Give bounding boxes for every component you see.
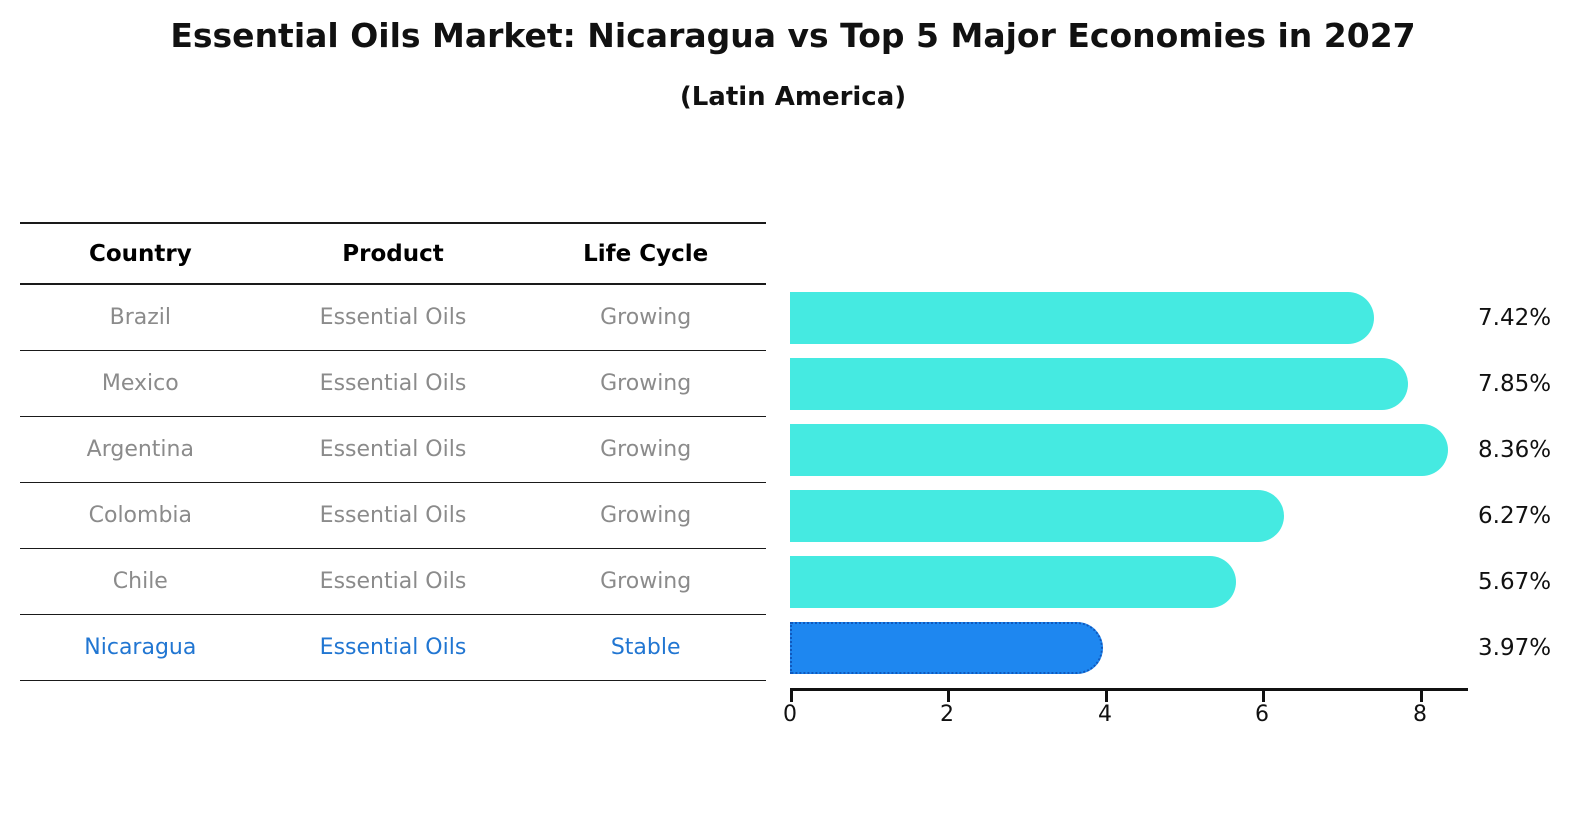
bar-value-label: 3.97% <box>1478 635 1552 661</box>
bar-brazil <box>790 292 1374 344</box>
x-axis-tick-mark <box>790 691 793 702</box>
table-cell-life_cycle: Growing <box>600 305 692 330</box>
bar-argentina <box>790 424 1448 476</box>
table-cell-life_cycle: Stable <box>610 635 681 660</box>
bar-nicaragua <box>790 622 1103 674</box>
bar-value-label: 7.85% <box>1478 371 1552 397</box>
table-cell-life_cycle: Growing <box>600 569 692 594</box>
column-header-product: Product <box>342 240 444 267</box>
table-cell-product: Essential Oils <box>319 437 467 462</box>
bar-value-label: 6.27% <box>1478 503 1552 529</box>
x-axis-tick-label: 0 <box>783 702 797 727</box>
table-cell-life_cycle: Growing <box>600 437 692 462</box>
x-axis-tick-label: 8 <box>1413 702 1427 727</box>
table-cell-country: Argentina <box>86 437 194 462</box>
x-axis-tick-label: 4 <box>1098 702 1112 727</box>
table-row: Mexico Essential Oils Growing <box>20 351 766 417</box>
bar-colombia <box>790 490 1284 542</box>
table-cell-country: Chile <box>112 569 168 594</box>
table-cell-product: Essential Oils <box>319 305 467 330</box>
table-cell-life_cycle: Growing <box>600 503 692 528</box>
table-cell-product: Essential Oils <box>319 569 467 594</box>
country-table: Country Product Life Cycle Brazil Essenti… <box>20 222 766 681</box>
table-cell-country: Brazil <box>109 305 172 330</box>
x-axis-tick-mark <box>947 691 950 702</box>
table-row: Colombia Essential Oils Growing <box>20 483 766 549</box>
table-cell-country: Mexico <box>101 371 179 396</box>
x-axis-tick-mark <box>1105 691 1108 702</box>
bar-value-label: 8.36% <box>1478 437 1552 463</box>
x-axis-tick-mark <box>1262 691 1265 702</box>
bar-chart <box>790 285 1467 681</box>
table-cell-country: Colombia <box>88 503 193 528</box>
column-header-lifecycle: Life Cycle <box>583 240 709 267</box>
table-cell-product: Essential Oils <box>319 635 467 660</box>
bar-value-label: 7.42% <box>1478 305 1552 331</box>
x-axis-tick-label: 6 <box>1255 702 1269 727</box>
table-row: Argentina Essential Oils Growing <box>20 417 766 483</box>
table-cell-product: Essential Oils <box>319 503 467 528</box>
table-row: Chile Essential Oils Growing <box>20 549 766 615</box>
column-header-country: Country <box>88 240 192 267</box>
table-cell-life_cycle: Growing <box>600 371 692 396</box>
bar-mexico <box>790 358 1408 410</box>
chart-title: Essential Oils Market: Nicaragua vs Top … <box>170 16 1416 55</box>
x-axis-tick-mark <box>1420 691 1423 702</box>
bar-chile <box>790 556 1236 608</box>
table-cell-country: Nicaragua <box>84 635 197 660</box>
x-axis-spine <box>790 688 1468 691</box>
bar-value-label: 5.67% <box>1478 569 1552 595</box>
table-row: Brazil Essential Oils Growing <box>20 285 766 351</box>
table-header-row: Country Product Life Cycle <box>20 222 766 285</box>
table-cell-product: Essential Oils <box>319 371 467 396</box>
table-row: Nicaragua Essential Oils Stable <box>20 615 766 681</box>
table-body: Brazil Essential Oils Growing Mexico Essenti… <box>20 285 766 681</box>
x-axis-tick-label: 2 <box>940 702 954 727</box>
chart-subtitle: (Latin America) <box>679 82 907 112</box>
